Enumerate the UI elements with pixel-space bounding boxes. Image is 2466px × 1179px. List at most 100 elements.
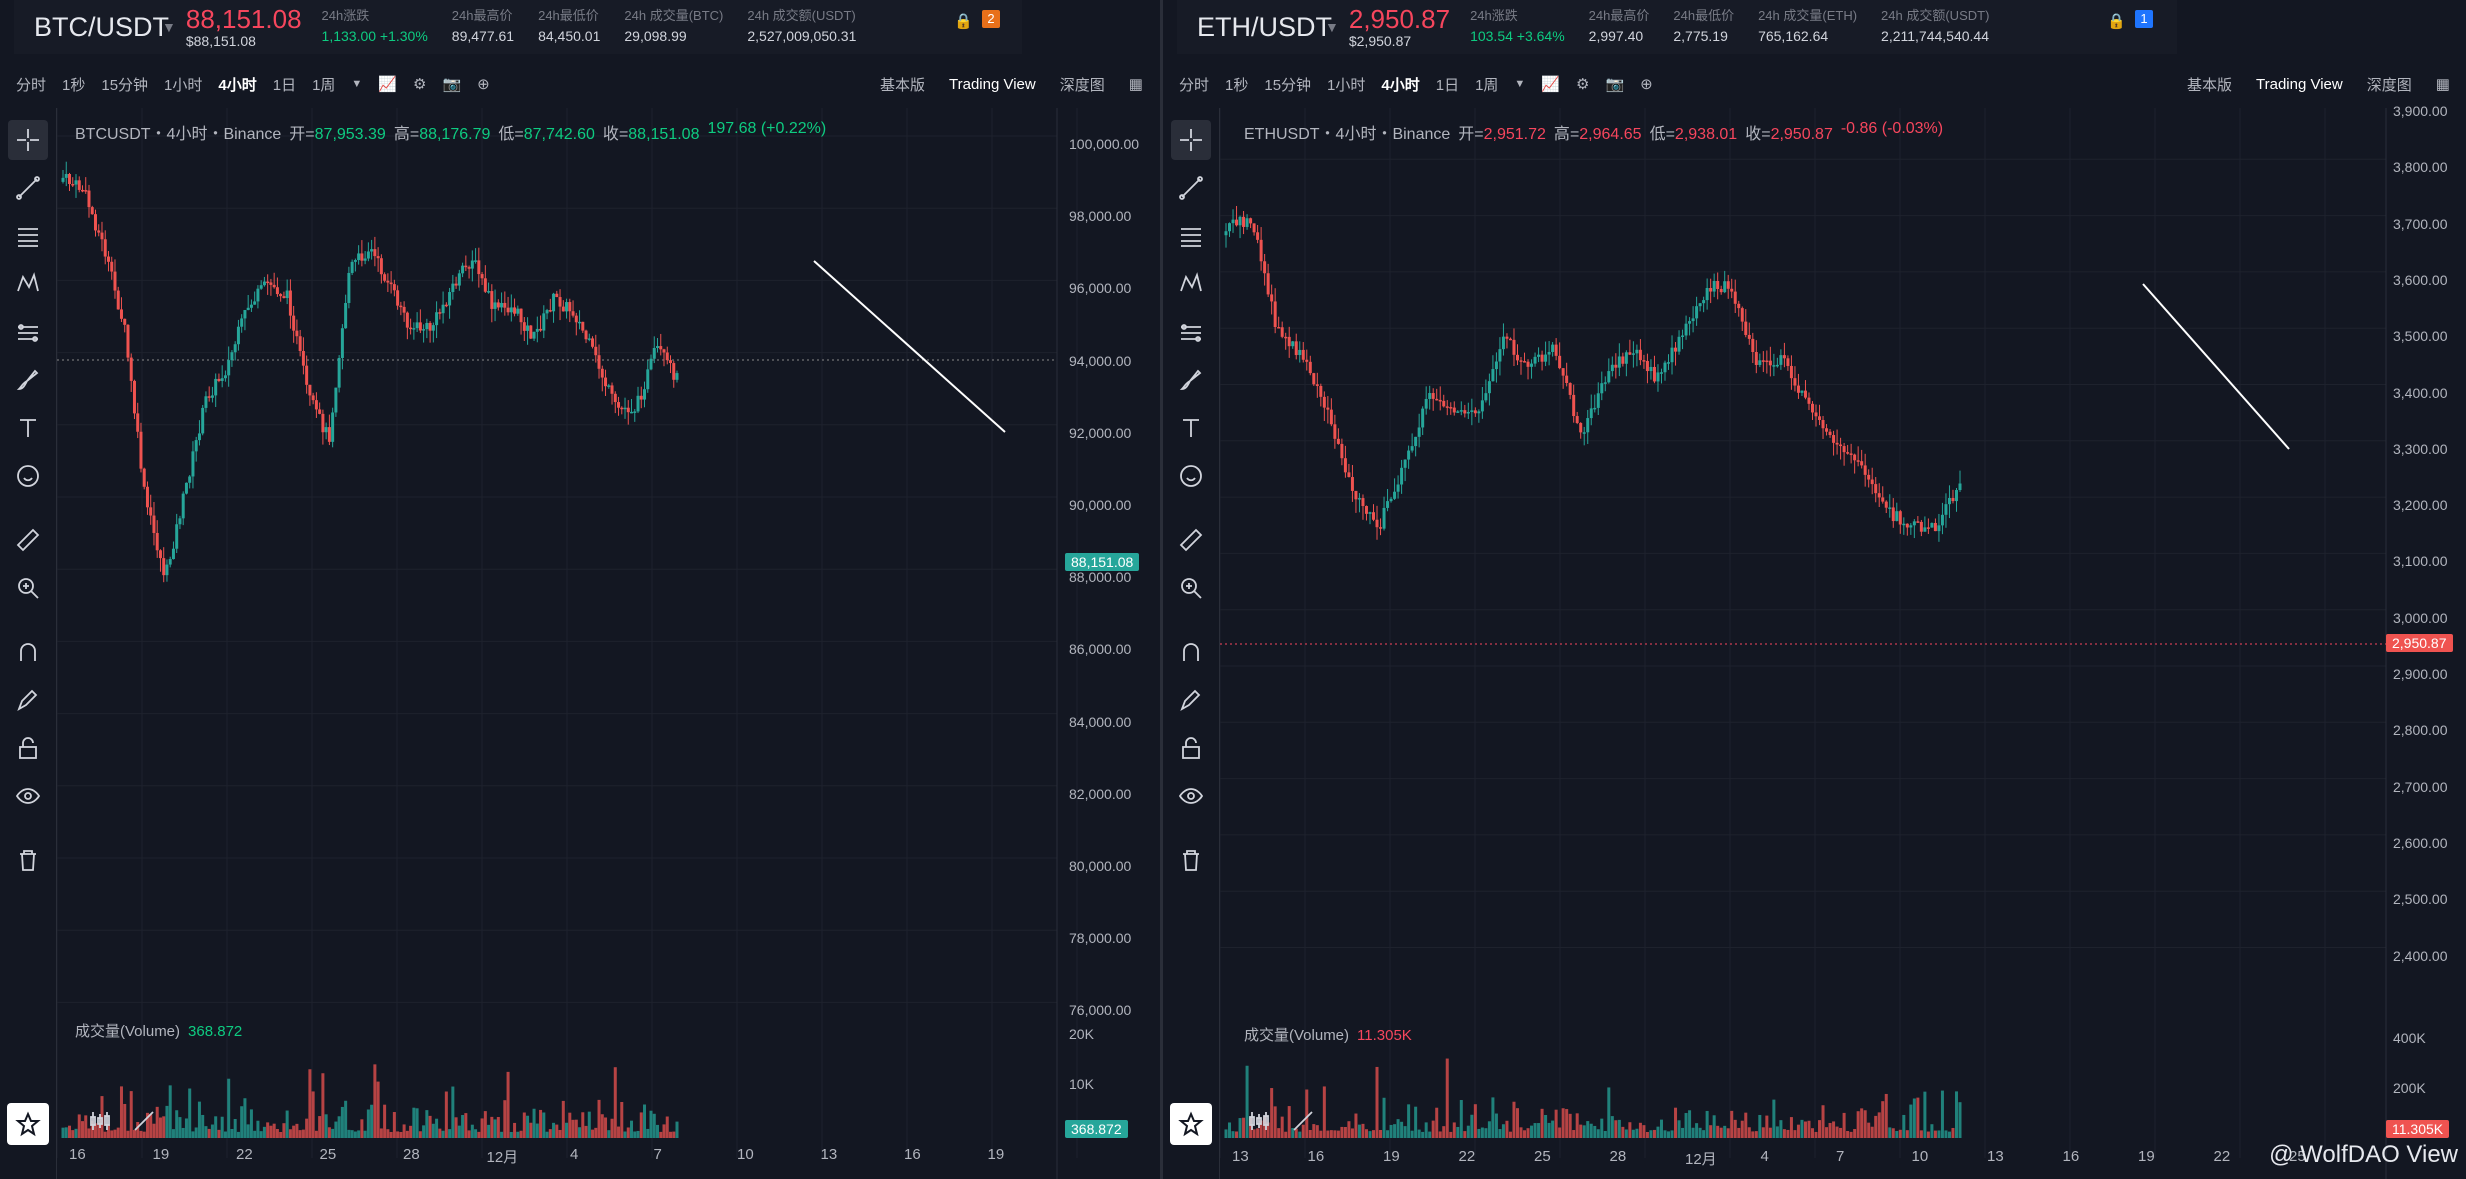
pattern-icon[interactable] <box>1171 264 1211 304</box>
symbol-label[interactable]: BTC/USDT <box>34 11 169 42</box>
view-depth[interactable]: 深度图 <box>2366 76 2412 94</box>
volume-bar <box>106 1124 110 1138</box>
candle-body <box>1621 356 1625 364</box>
current-volume-tag: 368.872 <box>1065 1120 1128 1138</box>
eye-icon[interactable] <box>1171 776 1211 816</box>
interval-tab[interactable]: 分时 <box>1179 76 1210 94</box>
chart-type-icon[interactable]: ⚙ <box>413 76 427 93</box>
volume-bar <box>435 1118 439 1138</box>
unlock-icon[interactable] <box>8 728 48 768</box>
interval-tab[interactable]: 1秒 <box>62 76 86 94</box>
text-icon[interactable] <box>8 408 48 448</box>
volume-bar <box>493 1119 497 1138</box>
add-icon[interactable]: ⊕ <box>1640 76 1653 93</box>
ruler-icon[interactable] <box>8 520 48 560</box>
interval-tab[interactable]: 15分钟 <box>1264 76 1312 94</box>
volume-label: 成交量(Volume) <box>75 1023 181 1040</box>
interval-tab[interactable]: 1周 <box>312 76 336 94</box>
trendline-mini-icon[interactable] <box>1290 1108 1316 1139</box>
view-tradingview[interactable]: Trading View <box>949 75 1036 93</box>
emoji-icon[interactable] <box>1171 456 1211 496</box>
date-label: 16 <box>1307 1148 1325 1165</box>
magnet-icon[interactable] <box>1171 632 1211 672</box>
trash-icon[interactable] <box>8 840 48 880</box>
volume-bar <box>97 1124 101 1138</box>
indicator-icon[interactable]: 📈 <box>378 76 397 93</box>
view-basic[interactable]: 基本版 <box>880 76 926 94</box>
emoji-icon[interactable] <box>8 456 48 496</box>
indicator-icon[interactable]: 📈 <box>1541 76 1560 93</box>
interval-tab[interactable]: 分时 <box>16 76 47 94</box>
notification-badge[interactable]: 1 <box>2135 10 2153 28</box>
fib-lines-icon[interactable] <box>1171 216 1211 256</box>
interval-tab[interactable]: 1周 <box>1475 76 1499 94</box>
notification-badge[interactable]: 2 <box>982 10 1000 28</box>
favorite-star-button[interactable] <box>7 1103 49 1145</box>
camera-icon[interactable]: 📷 <box>442 76 462 93</box>
pattern-icon[interactable] <box>8 264 48 304</box>
zoom-icon[interactable] <box>8 568 48 608</box>
candle-body <box>1526 361 1530 367</box>
brush-icon[interactable] <box>8 360 48 400</box>
drawn-trendline[interactable] <box>813 260 1006 433</box>
unlock-icon[interactable] <box>1171 728 1211 768</box>
crosshair-icon[interactable] <box>1171 120 1211 160</box>
symbol-dropdown-icon[interactable]: ▼ <box>1325 19 1339 35</box>
interval-tab[interactable]: 15分钟 <box>101 76 149 94</box>
favorite-star-button[interactable] <box>1170 1103 1212 1145</box>
volume-axis-label: 200K <box>2393 1080 2426 1096</box>
candle-body <box>217 378 221 381</box>
panel-divider[interactable] <box>1160 0 1163 1179</box>
price-axis-label: 3,800.00 <box>2393 159 2448 176</box>
lock-icon[interactable]: 🔒 <box>954 13 973 30</box>
layout-grid-icon[interactable]: ▦ <box>2435 76 2450 93</box>
view-depth[interactable]: 深度图 <box>1059 76 1105 94</box>
projection-icon[interactable] <box>1171 312 1211 352</box>
interval-tab[interactable]: 1日 <box>1435 76 1460 94</box>
candle-body <box>1582 432 1586 434</box>
volume-bar <box>1940 1090 1944 1138</box>
symbol-label[interactable]: ETH/USDT <box>1197 11 1332 42</box>
btc-chart-canvas[interactable] <box>56 108 1160 1179</box>
volume-bar <box>1519 1127 1523 1138</box>
projection-icon[interactable] <box>8 312 48 352</box>
candles-icon[interactable] <box>1246 1108 1272 1139</box>
btc-candle-chart[interactable]: BTCUSDT・4小时・Binance 开=87,953.39 高=88,176… <box>7 108 1160 1179</box>
eth-chart-canvas[interactable] <box>1219 102 2466 1179</box>
pencil-lock-icon[interactable] <box>1171 680 1211 720</box>
trash-icon[interactable] <box>1171 840 1211 880</box>
text-icon[interactable] <box>1171 408 1211 448</box>
trendline-icon[interactable] <box>8 168 48 208</box>
symbol-dropdown-icon[interactable]: ▼ <box>162 19 176 35</box>
trendline-mini-icon[interactable] <box>131 1108 157 1139</box>
layout-grid-icon[interactable]: ▦ <box>1128 76 1143 93</box>
fib-lines-icon[interactable] <box>8 216 48 256</box>
trendline-icon[interactable] <box>1171 168 1211 208</box>
view-tradingview[interactable]: Trading View <box>2256 75 2343 93</box>
drawn-trendline[interactable] <box>2142 283 2290 450</box>
view-basic[interactable]: 基本版 <box>2187 76 2233 94</box>
crosshair-icon[interactable] <box>8 120 48 160</box>
volume-bar <box>240 1106 244 1138</box>
interval-dropdown-icon[interactable]: ▼ <box>351 78 363 90</box>
brush-icon[interactable] <box>1171 360 1211 400</box>
interval-tab-active[interactable]: 4小时 <box>218 76 257 94</box>
candles-icon[interactable] <box>87 1108 113 1139</box>
eye-icon[interactable] <box>8 776 48 816</box>
camera-icon[interactable]: 📷 <box>1605 76 1625 93</box>
interval-tab[interactable]: 1小时 <box>1327 76 1366 94</box>
add-icon[interactable]: ⊕ <box>477 76 490 93</box>
ruler-icon[interactable] <box>1171 520 1211 560</box>
volume-bar <box>1796 1124 1800 1138</box>
eth-candle-chart[interactable]: ETHUSDT・4小时・Binance 开=2,951.72 高=2,964.6… <box>1170 102 2466 1179</box>
interval-tab-active[interactable]: 4小时 <box>1381 76 1420 94</box>
interval-tab[interactable]: 1小时 <box>164 76 203 94</box>
interval-tab[interactable]: 1日 <box>272 76 297 94</box>
chart-type-icon[interactable]: ⚙ <box>1576 76 1590 93</box>
interval-dropdown-icon[interactable]: ▼ <box>1514 78 1526 90</box>
zoom-icon[interactable] <box>1171 568 1211 608</box>
lock-icon[interactable]: 🔒 <box>2107 13 2126 30</box>
interval-tab[interactable]: 1秒 <box>1225 76 1249 94</box>
pencil-lock-icon[interactable] <box>8 680 48 720</box>
magnet-icon[interactable] <box>8 632 48 672</box>
